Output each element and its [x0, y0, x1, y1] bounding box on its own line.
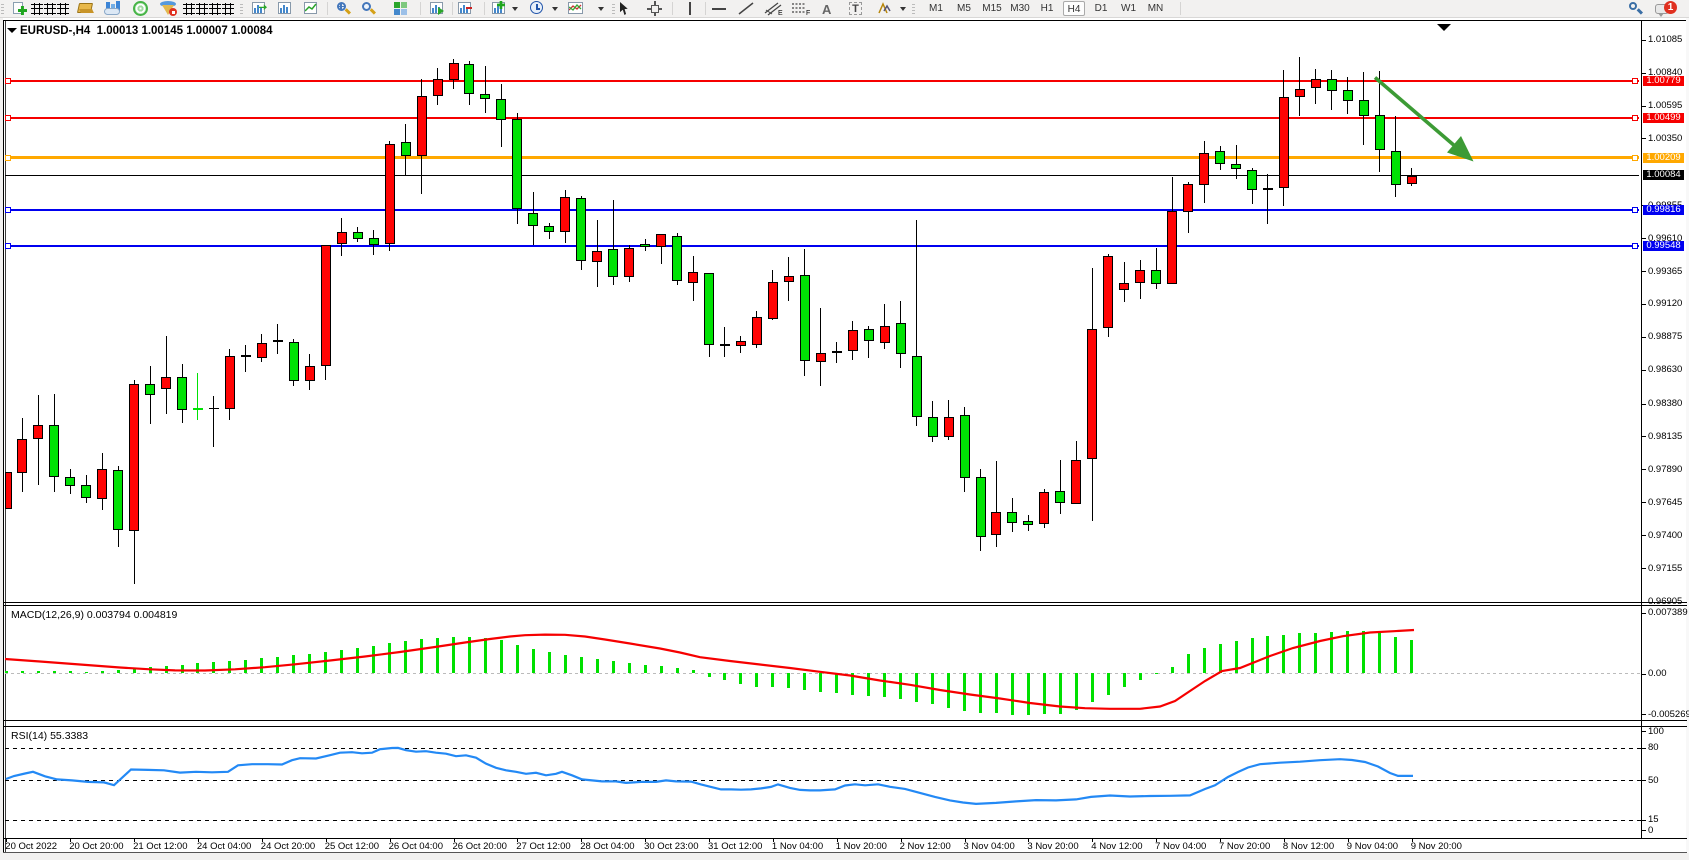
- svg-text:F: F: [806, 10, 810, 16]
- svg-text:E: E: [778, 10, 783, 16]
